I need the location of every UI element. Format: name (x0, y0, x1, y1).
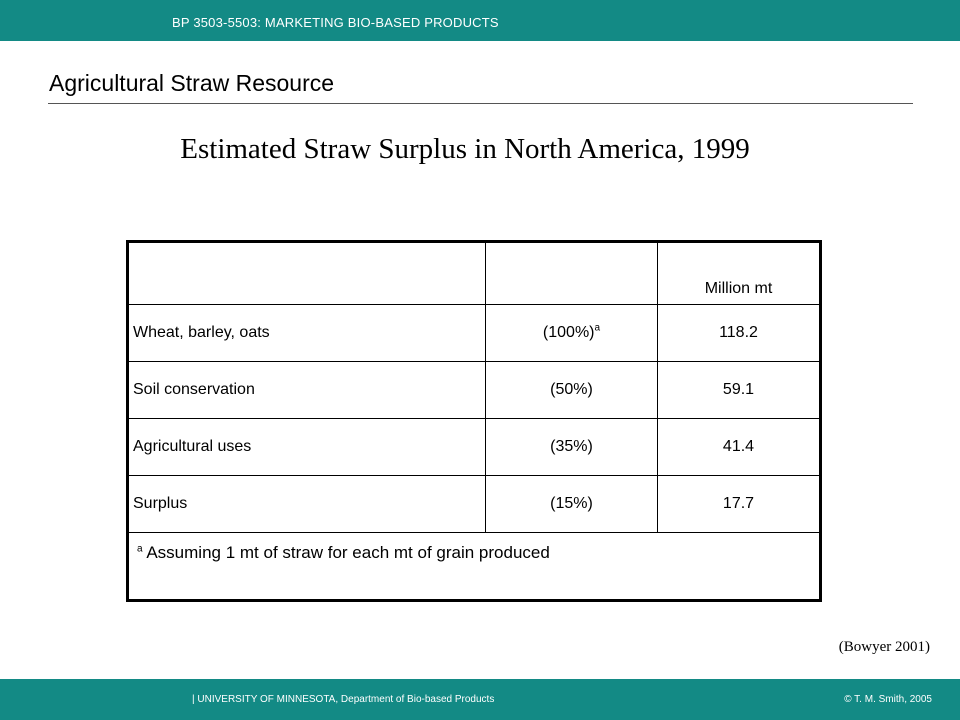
department-label: | UNIVERSITY OF MINNESOTA, Department of… (192, 694, 495, 705)
table-row: Wheat, barley, oats (100%)a 118.2 (127, 304, 821, 362)
row-value: 118.2 (657, 304, 821, 362)
table-row: Surplus (15%) 17.7 (127, 475, 821, 533)
row-label: Agricultural uses (127, 418, 486, 476)
copyright-label: © T. M. Smith, 2005 (844, 694, 932, 705)
footnote-mark: a (137, 543, 143, 555)
row-percent: (100%)a (485, 304, 658, 362)
row-value: 41.4 (657, 418, 821, 476)
row-percent-value: (100%) (542, 324, 595, 341)
row-percent: (15%) (485, 475, 658, 533)
header-cell-unit: Million mt (657, 241, 821, 305)
table-row: Agricultural uses (35%) 41.4 (127, 418, 821, 476)
bottom-banner: | UNIVERSITY OF MINNESOTA, Department of… (0, 679, 960, 720)
header-cell-empty-1 (127, 241, 486, 305)
section-title: Agricultural Straw Resource (49, 70, 335, 96)
source-citation: (Bowyer 2001) (838, 639, 930, 655)
row-percent: (35%) (485, 418, 658, 476)
row-label: Surplus (127, 475, 486, 533)
header-cell-empty-2 (485, 241, 658, 305)
footnote-text: Assuming 1 mt of straw for each mt of gr… (142, 543, 550, 562)
row-percent: (50%) (485, 361, 658, 419)
row-value: 17.7 (657, 475, 821, 533)
slide-title: Estimated Straw Surplus in North America… (180, 133, 750, 165)
row-label: Soil conservation (127, 361, 486, 419)
straw-surplus-table: Million mt Wheat, barley, oats (100%)a 1… (126, 240, 822, 602)
row-value: 59.1 (657, 361, 821, 419)
section-divider (48, 103, 913, 104)
course-title: BP 3503-5503: MARKETING BIO-BASED PRODUC… (172, 15, 499, 30)
table-header-row: Million mt (127, 241, 821, 305)
table-row: Soil conservation (50%) 59.1 (127, 361, 821, 419)
row-label: Wheat, barley, oats (127, 304, 486, 362)
footnote-mark: a (594, 322, 601, 334)
footnote-row: a Assuming 1 mt of straw for each mt of … (127, 532, 821, 601)
footnote-cell: a Assuming 1 mt of straw for each mt of … (127, 532, 821, 601)
top-banner: BP 3503-5503: MARKETING BIO-BASED PRODUC… (0, 0, 960, 41)
